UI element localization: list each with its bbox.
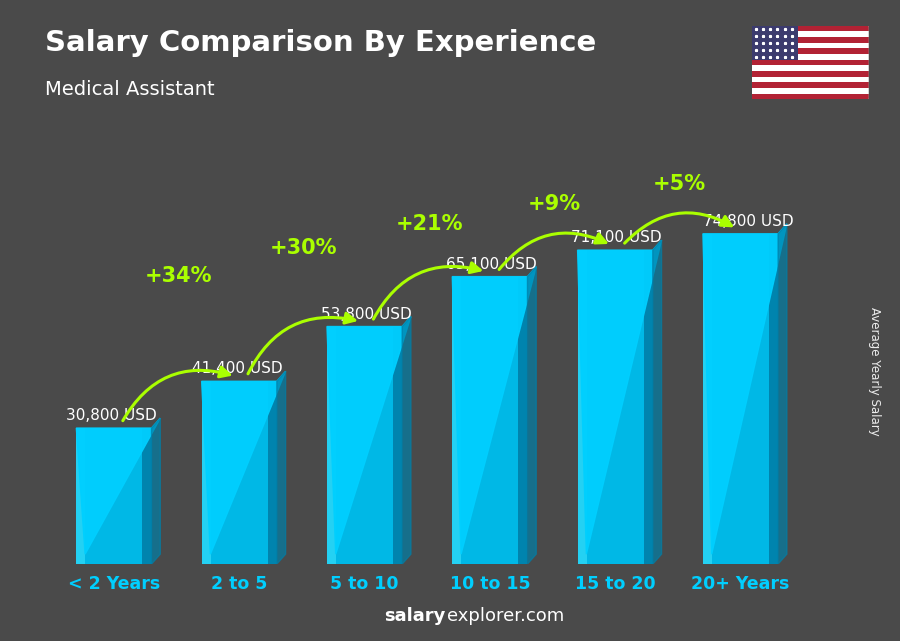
Bar bbox=[268, 381, 277, 564]
Polygon shape bbox=[76, 418, 160, 554]
Text: explorer.com: explorer.com bbox=[447, 607, 564, 625]
Text: +9%: +9% bbox=[527, 194, 581, 214]
Bar bbox=[752, 31, 868, 37]
Text: 41,400 USD: 41,400 USD bbox=[192, 362, 283, 376]
Text: +30%: +30% bbox=[270, 238, 338, 258]
Bar bbox=[578, 250, 587, 564]
Bar bbox=[578, 250, 652, 564]
Bar bbox=[518, 277, 527, 564]
Bar bbox=[752, 71, 868, 77]
Polygon shape bbox=[327, 317, 411, 554]
Text: +21%: +21% bbox=[395, 214, 463, 234]
Polygon shape bbox=[652, 240, 662, 564]
Bar bbox=[752, 94, 868, 99]
Bar bbox=[453, 277, 527, 564]
Bar bbox=[770, 234, 778, 564]
Text: 74,800 USD: 74,800 USD bbox=[703, 214, 794, 229]
Bar bbox=[752, 48, 868, 54]
Polygon shape bbox=[277, 371, 285, 564]
Polygon shape bbox=[703, 224, 787, 554]
Bar bbox=[752, 54, 868, 60]
Bar bbox=[703, 234, 778, 564]
Polygon shape bbox=[578, 240, 662, 554]
Text: Average Yearly Salary: Average Yearly Salary bbox=[868, 308, 881, 436]
Text: salary: salary bbox=[384, 607, 446, 625]
Polygon shape bbox=[151, 418, 160, 564]
Bar bbox=[76, 428, 86, 564]
Bar bbox=[752, 77, 868, 82]
Polygon shape bbox=[402, 317, 411, 564]
Polygon shape bbox=[527, 267, 536, 564]
Text: 53,800 USD: 53,800 USD bbox=[320, 307, 411, 322]
Bar bbox=[644, 250, 652, 564]
Bar bbox=[752, 88, 868, 94]
Bar bbox=[393, 326, 402, 564]
Polygon shape bbox=[202, 371, 285, 554]
Text: +34%: +34% bbox=[145, 266, 212, 286]
Text: 71,100 USD: 71,100 USD bbox=[572, 230, 662, 246]
Bar bbox=[142, 428, 151, 564]
Bar bbox=[327, 326, 402, 564]
Bar bbox=[752, 65, 868, 71]
Bar bbox=[453, 277, 462, 564]
Text: 65,100 USD: 65,100 USD bbox=[446, 257, 536, 272]
Bar bbox=[752, 37, 868, 43]
Polygon shape bbox=[778, 224, 787, 564]
Bar bbox=[703, 234, 712, 564]
Bar bbox=[202, 381, 277, 564]
Bar bbox=[752, 26, 868, 31]
Text: 30,800 USD: 30,800 USD bbox=[67, 408, 158, 423]
FancyBboxPatch shape bbox=[749, 24, 871, 101]
Bar bbox=[327, 326, 336, 564]
Text: Medical Assistant: Medical Assistant bbox=[45, 80, 214, 99]
Bar bbox=[752, 43, 868, 48]
Bar bbox=[752, 82, 868, 88]
Bar bbox=[752, 26, 798, 60]
Bar bbox=[202, 381, 211, 564]
Bar bbox=[752, 60, 868, 65]
Text: +5%: +5% bbox=[653, 174, 706, 194]
Text: Salary Comparison By Experience: Salary Comparison By Experience bbox=[45, 29, 596, 57]
Polygon shape bbox=[453, 267, 536, 554]
Bar bbox=[76, 428, 151, 564]
